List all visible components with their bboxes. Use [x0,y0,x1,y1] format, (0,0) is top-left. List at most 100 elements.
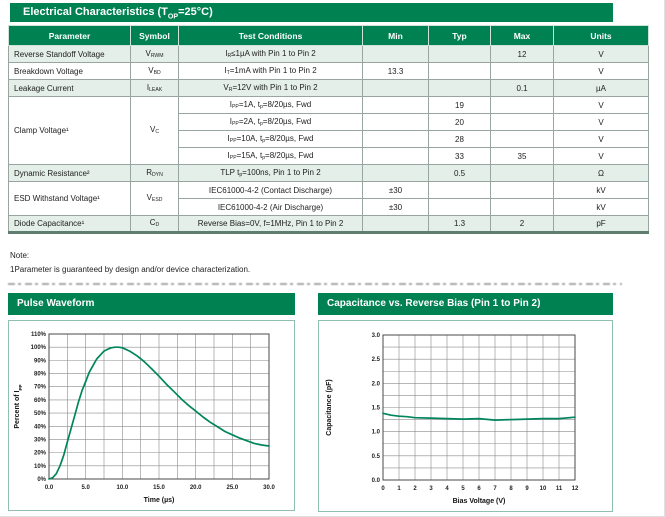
table-cell: V [553,147,649,165]
table-cell: Ω [553,164,649,182]
table-cell: 0.1 [490,79,554,97]
column-header: Symbol [130,25,179,46]
table-cell: ESD Withstand Voltage¹ [8,181,131,216]
table-cell [362,45,429,63]
data-series-line [48,346,270,480]
table-cell [428,79,491,97]
table-cell [490,198,554,216]
x-tick-label: 5.0 [81,485,90,491]
y-tick-label: 80% [34,372,47,378]
x-tick-label: 10 [540,486,547,492]
x-tick-label: 8 [509,486,513,492]
table-cell: 1.3 [428,215,491,233]
table-cell: Reverse Bias=0V, f=1MHz, Pin 1 to Pin 2 [178,215,363,233]
table-cell: Diode Capacitance¹ [8,215,131,233]
table-cell: ILEAK [130,79,179,97]
y-tick-label: 0.5 [372,454,381,460]
column-header: Typ [428,25,491,46]
table-cell: Clamp Voltage¹ [8,96,131,165]
y-tick-label: 100% [31,345,47,351]
y-tick-label: 40% [34,424,47,430]
table-row: Reverse Standoff Voltage VRWM IR≤1µA with … [8,45,649,63]
x-tick-label: 2 [413,486,417,492]
table-cell: 33 [428,147,491,165]
chart-header-pulse-waveform: Pulse Waveform [8,293,295,315]
table-row: Leakage Current ILEAK VR=12V with Pin 1 to… [8,79,649,97]
table-cell: V [553,96,649,114]
table-cell: 13.3 [362,62,429,80]
y-axis-label: Percent of IPP [14,384,23,428]
table-cell: 0.5 [428,164,491,182]
x-tick-label: 30.0 [263,485,275,491]
table-cell: Dynamic Resistance² [8,164,131,182]
x-axis-label: Time (µs) [144,497,175,504]
x-tick-label: 20.0 [190,485,202,491]
table-cell: ±30 [362,198,429,216]
x-tick-label: 10.0 [116,485,128,491]
table-cell: Breakdown Voltage [8,62,131,80]
table-cell: 28 [428,130,491,148]
column-header: Units [553,25,649,46]
y-tick-label: 1.0 [372,430,381,436]
x-tick-label: 15.0 [153,485,165,491]
table-cell: V [553,62,649,80]
x-tick-label: 1 [397,486,401,492]
table-cell [428,62,491,80]
table-cell: 2 [490,215,554,233]
faded-illegible-text-line [8,283,622,285]
x-tick-label: 0 [381,486,385,492]
y-axis-label: Capacitance (pF) [326,379,333,435]
table-cell [362,113,429,131]
pulse-waveform-chart: 0.0 5.0 10.0 15.0 20.0 25.0 30.0 0% 10% 20% 30% 40%… [14,332,275,504]
table-cell: IPP=2A, tp=8/20µs, Fwd [178,113,363,131]
table-cell [428,45,491,63]
table-cell [490,62,554,80]
x-axis-label: Bias Voltage (V) [453,498,506,505]
electrical-characteristics-table: Parameter Symbol Test Conditions Min Typ Max U… [8,25,649,234]
y-tick-label: 110% [31,332,47,338]
table-cell: Leakage Current [8,79,131,97]
table-cell [428,198,491,216]
column-header: Max [490,25,554,46]
y-tick-label: 2.0 [372,381,381,387]
table-cell [362,215,429,233]
x-tick-label: 7 [493,486,497,492]
data-series-line [382,412,576,421]
x-tick-label: 12 [572,486,579,492]
y-tick-label: 0% [37,477,46,483]
y-tick-label: 20% [34,451,47,457]
section-header-electrical-characteristics: Electrical Characteristics (TOP=25°C) [10,3,613,22]
table-cell: 35 [490,147,554,165]
x-tick-label: 5 [461,486,465,492]
table-cell [362,147,429,165]
table-cell: 12 [490,45,554,63]
capacitance-chart-panel: 0 1 2 3 4 5 6 7 8 9 10 11 12 0.0 0.5 1.0 1.5 2.0 2.5 3.0 Bia… [318,320,613,512]
chart-header-capacitance-vs-reverse-bias: Capacitance vs. Reverse Bias (Pin 1 to P… [318,293,613,315]
table-cell: IPP=10A, tp=8/20µs, Fwd [178,130,363,148]
table-cell [428,181,491,199]
note-label: Note: [10,251,30,260]
table-cell: TLP tp=100ns, Pin 1 to Pin 2 [178,164,363,182]
y-tick-label: 2.5 [372,357,381,363]
table-row: Diode Capacitance¹ CD Reverse Bias=0V, f=1… [8,215,649,233]
column-header: Min [362,25,429,46]
table-header-row: Parameter Symbol Test Conditions Min Typ Max U… [8,25,649,46]
table-cell: Reverse Standoff Voltage [8,45,131,63]
y-tick-label: 30% [34,437,47,443]
table-cell: IPP=15A, tp=8/20µs, Fwd [178,147,363,165]
y-tick-label: 0.0 [372,478,381,484]
pulse-waveform-panel: 0.0 5.0 10.0 15.0 20.0 25.0 30.0 0% 10% 20% 30% 40%… [8,320,295,511]
table-cell: VESD [130,181,179,216]
table-cell: IPP=1A, tp=8/20µs, Fwd [178,96,363,114]
x-tick-label: 3 [429,486,433,492]
table-cell: VBD [130,62,179,80]
electrical-characteristics-table-wrap: Parameter Symbol Test Conditions Min Typ Max U… [8,25,649,234]
table-cell: IEC61000-4-2 (Air Discharge) [178,198,363,216]
table-row: IEC61000-4-2 (Air Discharge) ±30 kV [9,198,649,216]
y-tick-label: 1.5 [372,406,381,412]
table-cell: VRWM [130,45,179,63]
table-cell [362,79,429,97]
table-cell: 19 [428,96,491,114]
table-row: Clamp Voltage¹ VC IPP=1A, tp=8/20µs, Fwd 19… [8,96,649,165]
table-row: IPP=2A, tp=8/20µs, Fwd 20 V [9,113,649,131]
